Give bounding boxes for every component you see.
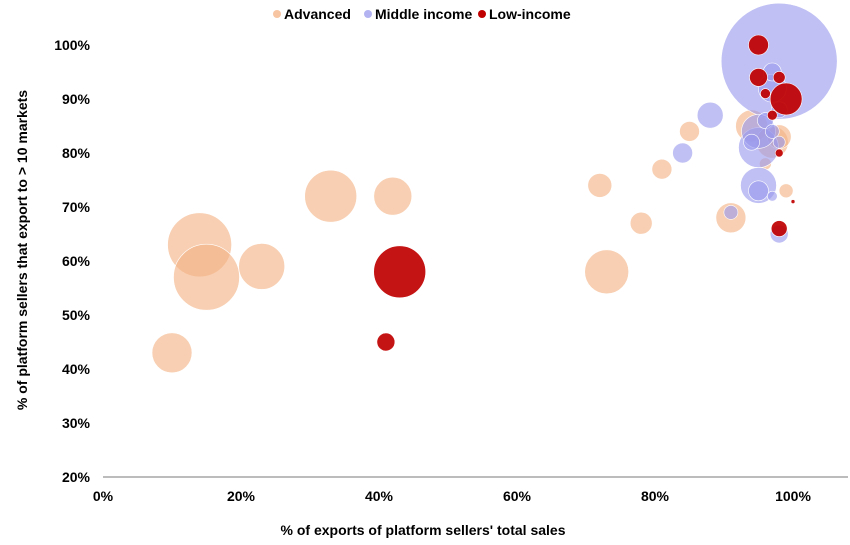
series-2 [373, 34, 803, 352]
y-tick-label: 30% [62, 415, 91, 431]
legend: Advanced Middle income Low-income [273, 6, 571, 22]
x-tick-label: 40% [365, 488, 394, 504]
legend-item: Advanced [273, 6, 351, 22]
legend-marker [364, 10, 372, 18]
bubble-point [651, 158, 673, 180]
bubble-point [723, 205, 739, 220]
y-tick-label: 90% [62, 91, 91, 107]
bubble-point [629, 211, 653, 235]
bubble-point [766, 109, 778, 121]
bubble-point [238, 243, 286, 290]
bubble-point [764, 124, 780, 139]
legend-marker [273, 10, 281, 18]
legend-item: Middle income [364, 6, 472, 22]
x-tick-label: 0% [93, 488, 114, 504]
bubble-point [774, 148, 784, 158]
y-tick-label: 20% [62, 469, 91, 485]
legend-label: Middle income [375, 6, 472, 22]
bubble-point [748, 180, 769, 202]
x-tick-label: 20% [227, 488, 256, 504]
legend-marker [478, 10, 486, 18]
bubble-point [743, 133, 760, 151]
y-axis-title: % of platform sellers that export to > 1… [14, 90, 30, 410]
bubble-point [772, 135, 786, 149]
bubble-point [778, 183, 794, 199]
bubble-point [772, 71, 786, 84]
bubble-point [584, 249, 630, 295]
bubble-point [766, 190, 778, 202]
x-axis-tick-labels: 0% 20% 40% 60% 80% 100% [93, 488, 812, 504]
x-tick-label: 100% [775, 488, 811, 504]
y-tick-label: 50% [62, 307, 91, 323]
legend-label: Low-income [489, 6, 571, 22]
plot-area [151, 2, 838, 374]
y-tick-label: 70% [62, 199, 91, 215]
bubble-point [672, 142, 693, 164]
bubble-point [696, 101, 724, 129]
bubble-point [679, 121, 700, 142]
y-tick-label: 80% [62, 145, 91, 161]
bubble-point [373, 245, 427, 299]
y-tick-label: 100% [54, 37, 90, 53]
series-0 [151, 109, 794, 374]
legend-label: Advanced [284, 6, 351, 22]
bubble-point [748, 34, 769, 56]
x-tick-label: 60% [503, 488, 532, 504]
bubble-point [151, 332, 193, 374]
series-1 [672, 2, 838, 244]
bubble-point [770, 220, 788, 237]
bubble-point [587, 173, 613, 198]
bubble-point [749, 68, 768, 87]
legend-item: Low-income [478, 6, 571, 22]
bubble-point [304, 169, 358, 223]
bubble-point [760, 88, 771, 99]
bubble-point [790, 199, 796, 204]
y-tick-label: 40% [62, 361, 91, 377]
bubble-point [769, 82, 803, 116]
bubble-point [373, 176, 413, 216]
y-tick-label: 60% [62, 253, 91, 269]
x-axis-title: % of exports of platform sellers' total … [281, 522, 566, 538]
bubble-point [720, 2, 838, 120]
y-axis-tick-labels: 20% 30% 40% 50% 60% 70% 80% 90% 100% [54, 37, 90, 485]
bubble-point [376, 332, 396, 352]
x-tick-label: 80% [641, 488, 670, 504]
bubble-point [173, 243, 240, 311]
